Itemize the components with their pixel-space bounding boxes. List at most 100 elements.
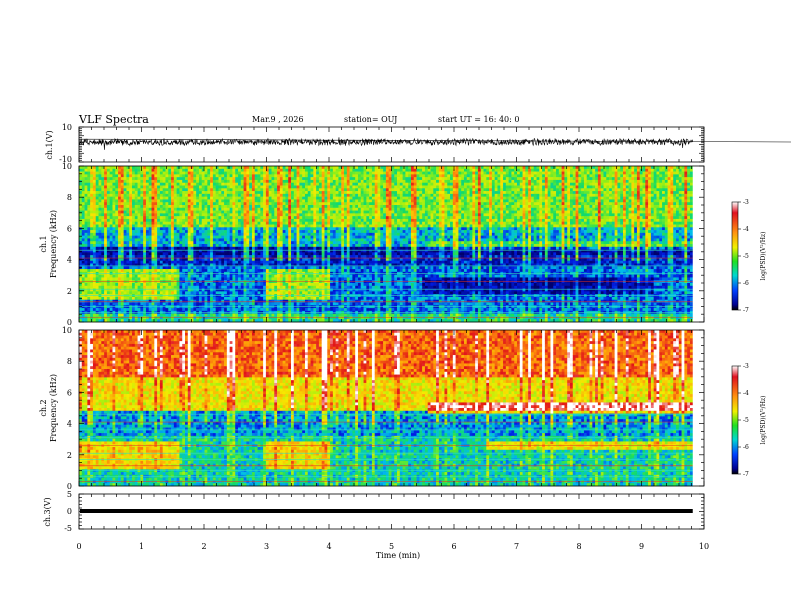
spectrogram-cell: [101, 299, 105, 303]
spectrogram-cell: [120, 232, 124, 236]
spectrogram-cell: [240, 291, 244, 295]
spectrogram-cell: [212, 255, 216, 259]
spectrogram-cell: [115, 205, 119, 209]
spectrogram-cell: [79, 182, 83, 186]
spectrogram-cell: [201, 252, 205, 256]
spectrogram-cell: [104, 305, 108, 309]
spectrogram-cell: [115, 288, 119, 292]
spectrogram-cell: [307, 227, 311, 231]
spectrogram-cell: [173, 255, 177, 259]
spectrogram-cell: [165, 319, 169, 323]
spectrogram-cell: [277, 244, 281, 248]
spectrogram-cell: [95, 166, 99, 170]
spectrogram-cell: [151, 177, 155, 181]
spectrogram-cell: [291, 230, 295, 234]
spectrogram-cell: [157, 244, 161, 248]
spectrogram-cell: [137, 263, 141, 267]
spectrogram-cell: [313, 191, 317, 195]
spectrogram-cell: [201, 224, 205, 228]
spectrogram-cell: [151, 257, 155, 262]
spectrogram-cell: [274, 302, 278, 306]
spectrogram-cell: [232, 313, 236, 317]
spectrogram-cell: [282, 316, 286, 320]
spectrogram-cell: [126, 182, 130, 186]
spectrogram-cell: [120, 168, 124, 172]
spectrogram-cell: [307, 263, 311, 267]
spectrogram-cell: [243, 316, 247, 320]
spectrogram-cell: [293, 252, 297, 256]
spectrogram-cell: [179, 188, 183, 192]
spectrogram-cell: [123, 177, 127, 181]
spectrogram-cell: [207, 288, 211, 292]
spectrogram-cell: [235, 246, 239, 250]
spectrogram-cell: [296, 252, 300, 256]
spectrogram-cell: [126, 210, 130, 214]
spectrogram-cell: [310, 207, 314, 211]
spectrogram-cell: [123, 227, 127, 231]
spectrogram-cell: [302, 277, 306, 281]
spectrogram-cell: [173, 216, 177, 220]
spectrogram-cell: [132, 299, 136, 303]
spectrogram-cell: [118, 269, 122, 273]
spectrogram-cell: [118, 288, 122, 292]
spectrogram-cell: [145, 246, 150, 250]
spectrogram-cell: [81, 218, 85, 223]
spectrogram-cell: [285, 199, 289, 203]
spectrogram-cell: [304, 230, 309, 234]
spectrogram-cell: [251, 207, 256, 211]
spectrogram-cell: [265, 283, 269, 287]
spectrogram-cell: [123, 213, 127, 217]
spectrogram-cell: [159, 263, 163, 267]
spectrogram-cell: [218, 249, 222, 253]
spectrogram-cell: [240, 302, 244, 306]
spectrogram-cell: [120, 296, 124, 301]
spectrogram-cell: [140, 227, 144, 231]
spectrogram-cell: [218, 185, 222, 189]
spectrogram-cell: [157, 249, 161, 253]
spectrogram-cell: [109, 257, 113, 262]
spectrogram-cell: [251, 241, 256, 245]
spectrogram-cell: [109, 207, 113, 211]
spectrogram-cell: [271, 179, 275, 184]
spectrogram-cell: [157, 193, 161, 197]
spectrogram-cell: [81, 171, 85, 175]
spectrogram-cell: [118, 210, 122, 214]
spectrogram-cell: [106, 216, 110, 220]
spectrogram-cell: [313, 244, 317, 248]
spectrogram-cell: [148, 285, 152, 289]
spectrogram-cell: [159, 246, 163, 250]
spectrogram-cell: [162, 230, 166, 234]
spectrogram-cell: [304, 274, 309, 278]
spectrogram-cell: [263, 257, 267, 262]
spectrogram-cell: [316, 216, 320, 220]
spectrogram-cell: [207, 266, 211, 270]
spectrogram-cell: [224, 283, 228, 287]
spectrogram-cell: [87, 196, 91, 200]
spectrogram-cell: [109, 274, 113, 278]
spectrogram-cell: [251, 285, 256, 289]
spectrogram-cell: [106, 263, 110, 267]
spectrogram-cell: [277, 230, 281, 234]
spectrogram-cell: [232, 266, 236, 270]
spectrogram-cell: [316, 232, 320, 236]
spectrogram-cell: [185, 316, 189, 320]
spectrogram-cell: [316, 182, 320, 186]
spectrogram-cell: [232, 319, 236, 323]
spectrogram-cell: [304, 207, 309, 211]
spectrogram-cell: [148, 238, 152, 242]
spectrogram-cell: [249, 182, 253, 186]
spectrogram-cell: [154, 185, 158, 189]
spectrogram-cell: [87, 257, 91, 262]
spectrogram-cell: [229, 316, 233, 320]
spectrogram-cell: [257, 260, 261, 264]
spectrogram-cell: [271, 291, 275, 295]
spectrogram-cell: [95, 249, 99, 253]
spectrogram-cell: [288, 274, 292, 278]
spectrogram-cell: [87, 238, 91, 242]
spectrogram-cell: [115, 224, 119, 228]
spectrogram-cell: [316, 252, 320, 256]
spectrogram-cell: [279, 166, 283, 170]
spectrogram-cell: [310, 252, 314, 256]
spectrogram-cell: [221, 227, 225, 231]
spectrogram-cell: [143, 266, 147, 270]
